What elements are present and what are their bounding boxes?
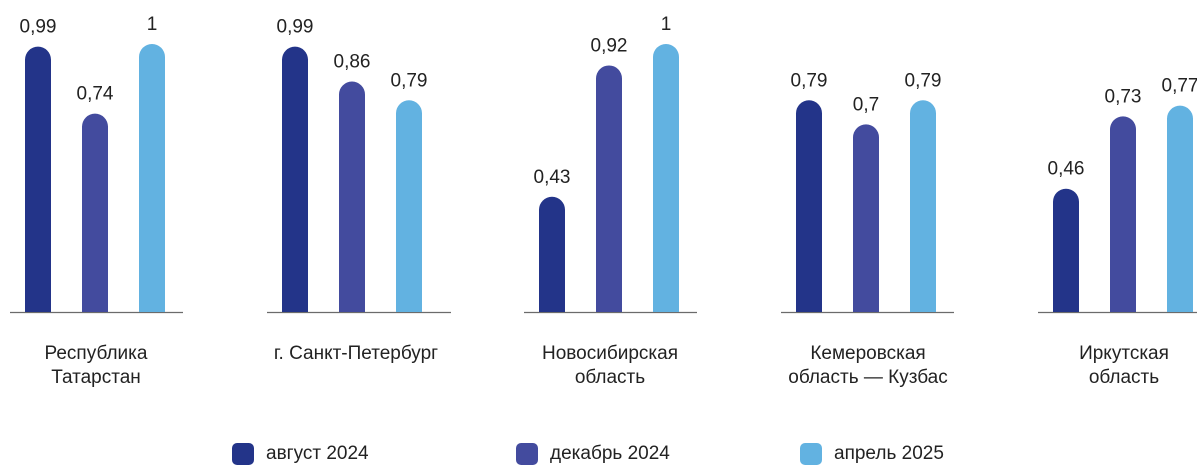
bar-group1-series2 (82, 113, 108, 313)
legend: август 2024 декабрь 2024 апрель 2025 (0, 443, 1197, 467)
value-label-group3-series2: 0,92 (591, 35, 628, 56)
category-label-5-line-1: Иркутская (1079, 343, 1169, 364)
category-label-2-line-1: г. Санкт-Петербург (274, 343, 438, 364)
value-label-group4-series3: 0,79 (905, 70, 942, 91)
legend-label-december-2024: декабрь 2024 (550, 443, 670, 464)
value-label-group5-series2: 0,73 (1105, 86, 1142, 107)
value-label-group3-series1: 0,43 (534, 167, 571, 188)
bar-group5-series3 (1167, 105, 1193, 312)
value-label-group4-series2: 0,7 (853, 94, 879, 115)
bar-group2-series2 (339, 81, 365, 313)
value-label-group4-series1: 0,79 (791, 70, 828, 91)
bar-group2-series3 (396, 100, 422, 312)
value-label-group2-series1: 0,99 (277, 17, 314, 38)
bar-group4-series1 (796, 100, 822, 312)
category-label-4-line-2: область — Кузбас (788, 367, 948, 388)
legend-swatch-december-2024 (516, 443, 538, 465)
category-label-5-line-2: область (1089, 367, 1159, 388)
bar-group2-series1 (282, 46, 308, 313)
value-label-group1-series2: 0,74 (77, 84, 114, 105)
category-label-1-line-2: Татарстан (51, 367, 141, 388)
bar-group3-series1 (539, 196, 565, 312)
legend-label-august-2024: август 2024 (266, 443, 369, 464)
value-label-group5-series1: 0,46 (1048, 159, 1085, 180)
value-label-group2-series3: 0,79 (391, 70, 428, 91)
legend-label-april-2025: апрель 2025 (834, 443, 944, 464)
value-label-group5-series3: 0,77 (1162, 76, 1197, 97)
bar-group3-series2 (596, 65, 622, 312)
bar-group4-series3 (910, 100, 936, 312)
legend-item-august-2024: август 2024 (232, 443, 369, 465)
category-label-1-line-1: Республика (45, 343, 148, 364)
value-label-group1-series1: 0,99 (20, 17, 57, 38)
category-label-4-line-1: Кемеровская (810, 343, 925, 364)
bar-group5-series1 (1053, 188, 1079, 312)
value-label-group3-series3: 1 (661, 14, 672, 35)
value-label-group1-series3: 1 (147, 14, 158, 35)
legend-swatch-august-2024 (232, 443, 254, 465)
legend-swatch-april-2025 (800, 443, 822, 465)
bar-group5-series2 (1110, 116, 1136, 312)
legend-item-december-2024: декабрь 2024 (516, 443, 670, 465)
bar-group1-series1 (25, 46, 51, 313)
bar-group4-series2 (853, 124, 879, 313)
legend-item-april-2025: апрель 2025 (800, 443, 944, 465)
value-label-group2-series2: 0,86 (334, 52, 371, 73)
bar-group1-series3 (139, 44, 165, 312)
category-label-3-line-2: область (575, 367, 645, 388)
bar-group3-series3 (653, 44, 679, 312)
category-label-3-line-1: Новосибирская (542, 343, 678, 364)
